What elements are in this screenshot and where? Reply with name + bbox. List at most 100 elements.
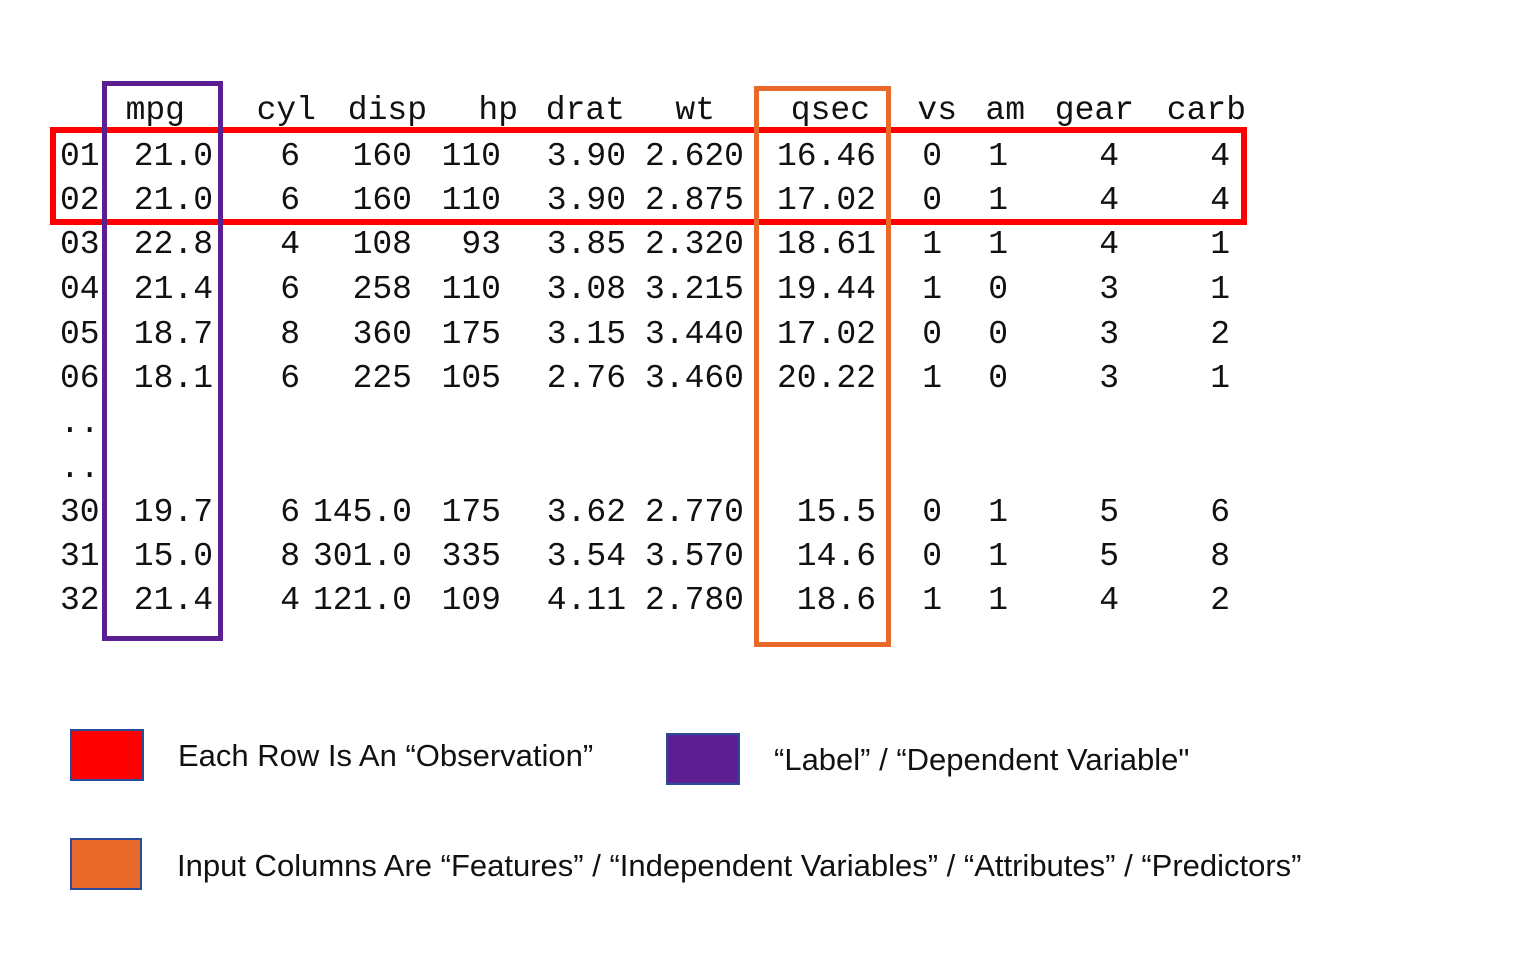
- table-cell-disp: 145.0: [312, 494, 412, 531]
- table-cell-drat: 3.15: [546, 316, 626, 353]
- table-cell-wt: 2.620: [644, 138, 744, 175]
- table-cell-mpg: 22.8: [133, 226, 213, 263]
- table-cell-disp: 160: [352, 182, 412, 219]
- column-header-wt: wt: [675, 92, 715, 129]
- table-cell-am: 1: [988, 582, 1008, 619]
- column-header-hp: hp: [478, 92, 518, 129]
- row-id: ..: [60, 450, 100, 487]
- features-legend-label: Input Columns Are “Features” / “Independ…: [177, 848, 1302, 883]
- row-id: 04: [60, 271, 100, 308]
- table-cell-cyl: 6: [280, 271, 300, 308]
- table-cell-cyl: 8: [280, 538, 300, 575]
- table-cell-disp: 301.0: [312, 538, 412, 575]
- table-cell-qsec: 15.5: [796, 494, 876, 531]
- table-cell-drat: 3.62: [546, 494, 626, 531]
- table-cell-disp: 121.0: [312, 582, 412, 619]
- table-cell-mpg: 21.4: [133, 582, 213, 619]
- table-cell-cyl: 8: [280, 316, 300, 353]
- table-cell-wt: 3.440: [644, 316, 744, 353]
- table-cell-gear: 4: [1099, 582, 1119, 619]
- column-header-vs: vs: [917, 92, 957, 129]
- table-cell-cyl: 6: [280, 182, 300, 219]
- table-cell-qsec: 19.44: [776, 271, 876, 308]
- table-cell-am: 1: [988, 182, 1008, 219]
- label-legend-swatch: [666, 733, 740, 785]
- table-cell-cyl: 6: [280, 360, 300, 397]
- column-header-gear: gear: [1054, 92, 1134, 129]
- column-header-am: am: [985, 92, 1025, 129]
- row-id: 03: [60, 226, 100, 263]
- table-cell-mpg: 21.0: [133, 182, 213, 219]
- table-cell-carb: 2: [1210, 582, 1230, 619]
- table-cell-drat: 4.11: [546, 582, 626, 619]
- table-cell-qsec: 17.02: [776, 316, 876, 353]
- table-cell-am: 0: [988, 316, 1008, 353]
- observation-legend-label: Each Row Is An “Observation”: [178, 738, 594, 773]
- column-header-mpg: mpg: [125, 92, 185, 129]
- table-cell-carb: 2: [1210, 316, 1230, 353]
- table-cell-mpg: 15.0: [133, 538, 213, 575]
- table-cell-hp: 175: [441, 316, 501, 353]
- table-cell-qsec: 14.6: [796, 538, 876, 575]
- table-cell-hp: 335: [441, 538, 501, 575]
- table-cell-wt: 3.570: [644, 538, 744, 575]
- table-cell-carb: 1: [1210, 360, 1230, 397]
- table-cell-mpg: 18.1: [133, 360, 213, 397]
- table-cell-carb: 6: [1210, 494, 1230, 531]
- table-cell-cyl: 4: [280, 582, 300, 619]
- table-cell-drat: 3.90: [546, 182, 626, 219]
- table-cell-carb: 4: [1210, 182, 1230, 219]
- column-header-qsec: qsec: [790, 92, 870, 129]
- table-cell-disp: 258: [352, 271, 412, 308]
- feature-column-highlight-box: [754, 86, 891, 647]
- table-cell-carb: 1: [1210, 226, 1230, 263]
- table-cell-disp: 225: [352, 360, 412, 397]
- table-cell-drat: 3.08: [546, 271, 626, 308]
- table-cell-am: 0: [988, 360, 1008, 397]
- table-cell-cyl: 6: [280, 494, 300, 531]
- table-cell-disp: 160: [352, 138, 412, 175]
- table-cell-drat: 3.85: [546, 226, 626, 263]
- table-cell-gear: 4: [1099, 138, 1119, 175]
- table-cell-gear: 3: [1099, 271, 1119, 308]
- row-id: ..: [60, 405, 100, 442]
- row-id: 30: [60, 494, 100, 531]
- table-cell-carb: 4: [1210, 138, 1230, 175]
- table-cell-am: 1: [988, 538, 1008, 575]
- table-cell-mpg: 19.7: [133, 494, 213, 531]
- observation-legend-swatch: [70, 729, 144, 781]
- row-id: 05: [60, 316, 100, 353]
- table-cell-qsec: 20.22: [776, 360, 876, 397]
- table-cell-am: 1: [988, 494, 1008, 531]
- row-id: 06: [60, 360, 100, 397]
- observation-highlight-box: [50, 127, 1247, 225]
- table-cell-qsec: 16.46: [776, 138, 876, 175]
- table-cell-disp: 360: [352, 316, 412, 353]
- table-cell-wt: 2.320: [644, 226, 744, 263]
- column-header-drat: drat: [545, 92, 625, 129]
- table-cell-hp: 110: [441, 271, 501, 308]
- table-cell-carb: 1: [1210, 271, 1230, 308]
- table-cell-drat: 3.54: [546, 538, 626, 575]
- table-cell-drat: 3.90: [546, 138, 626, 175]
- table-cell-hp: 175: [441, 494, 501, 531]
- table-cell-mpg: 21.4: [133, 271, 213, 308]
- table-cell-hp: 109: [441, 582, 501, 619]
- table-cell-vs: 1: [922, 271, 942, 308]
- table-cell-gear: 4: [1099, 182, 1119, 219]
- table-cell-gear: 3: [1099, 316, 1119, 353]
- table-cell-gear: 5: [1099, 494, 1119, 531]
- row-id: 02: [60, 182, 100, 219]
- table-cell-cyl: 4: [280, 226, 300, 263]
- column-header-cyl: cyl: [256, 92, 316, 129]
- label-legend-label: “Label” / “Dependent Variable": [774, 742, 1190, 777]
- table-cell-wt: 2.875: [644, 182, 744, 219]
- table-cell-mpg: 21.0: [133, 138, 213, 175]
- table-cell-drat: 2.76: [546, 360, 626, 397]
- label-column-highlight-box: [102, 81, 223, 641]
- table-cell-hp: 105: [441, 360, 501, 397]
- table-cell-cyl: 6: [280, 138, 300, 175]
- table-cell-wt: 3.215: [644, 271, 744, 308]
- table-cell-vs: 0: [922, 494, 942, 531]
- features-legend-swatch: [70, 838, 142, 890]
